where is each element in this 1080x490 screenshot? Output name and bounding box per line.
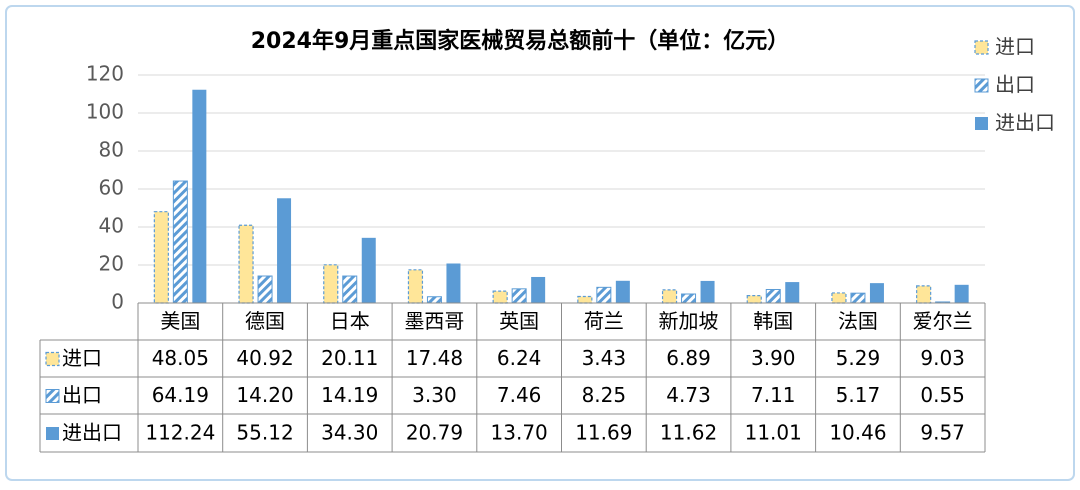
x-tick-label: 墨西哥 xyxy=(404,309,464,333)
table-swatch xyxy=(45,351,60,367)
table-cell: 6.89 xyxy=(666,346,711,370)
bar xyxy=(596,286,612,304)
table-swatch xyxy=(45,389,60,403)
bar xyxy=(426,296,442,304)
table-cell: 6.24 xyxy=(497,346,542,370)
bar xyxy=(765,288,781,304)
bar xyxy=(831,292,847,304)
table-cell: 11.62 xyxy=(660,421,717,445)
bar xyxy=(257,275,273,304)
table-cell: 0.55 xyxy=(920,383,965,407)
bar xyxy=(869,283,884,303)
table-cell: 64.19 xyxy=(152,383,209,407)
table-cell: 3.90 xyxy=(751,346,796,370)
table-swatch xyxy=(46,427,59,440)
y-tick-label: 100 xyxy=(86,100,124,124)
x-tick-label: 英国 xyxy=(499,309,539,333)
x-tick-label: 荷兰 xyxy=(584,309,624,333)
y-tick-label: 20 xyxy=(99,252,124,276)
legend-label: 进口 xyxy=(995,35,1035,59)
legend-swatch xyxy=(975,117,988,130)
y-tick-label: 80 xyxy=(99,138,124,162)
bar xyxy=(192,89,207,303)
bar xyxy=(850,292,866,304)
x-tick-label: 德国 xyxy=(245,309,285,333)
bar xyxy=(785,282,800,303)
x-tick-label: 爱尔兰 xyxy=(913,309,973,333)
chart-title: 2024年9月重点国家医械贸易总额前十（单位：亿元） xyxy=(251,28,790,54)
table-cell: 7.46 xyxy=(497,383,542,407)
y-tick-label: 60 xyxy=(99,176,124,200)
table-row-label: 进口 xyxy=(62,346,102,370)
legend-swatch xyxy=(974,40,989,55)
table-cell: 5.29 xyxy=(836,346,881,370)
legend-label: 进出口 xyxy=(995,111,1055,135)
bar xyxy=(361,237,376,303)
y-tick-label: 120 xyxy=(86,62,124,86)
x-tick-label: 韩国 xyxy=(753,309,793,333)
table-cell: 5.17 xyxy=(836,383,881,407)
x-tick-label: 法国 xyxy=(838,309,878,333)
bar xyxy=(446,263,461,303)
bar xyxy=(531,276,546,303)
bar xyxy=(746,294,762,304)
bar xyxy=(615,280,630,303)
bar xyxy=(323,264,339,304)
table-cell: 112.24 xyxy=(145,421,215,445)
table-cell: 20.79 xyxy=(406,421,463,445)
y-tick-label: 0 xyxy=(111,290,124,314)
y-tick-label: 40 xyxy=(99,214,124,238)
table-cell: 8.25 xyxy=(582,383,627,407)
table-cell: 48.05 xyxy=(152,346,209,370)
table-cell: 20.11 xyxy=(321,346,378,370)
legend-swatch xyxy=(974,78,989,93)
table-cell: 3.43 xyxy=(582,346,627,370)
bar xyxy=(681,293,697,304)
x-tick-label: 美国 xyxy=(160,309,200,333)
bar xyxy=(700,280,715,303)
bar xyxy=(954,284,969,303)
bar xyxy=(342,275,358,304)
bar xyxy=(153,211,169,304)
table-cell: 10.46 xyxy=(829,421,886,445)
bar xyxy=(172,180,188,304)
bar xyxy=(407,269,424,304)
table-cell: 7.11 xyxy=(751,383,796,407)
bar xyxy=(277,198,292,303)
table-cell: 13.70 xyxy=(491,421,548,445)
bar xyxy=(661,289,678,304)
bar xyxy=(238,224,254,304)
table-cell: 14.20 xyxy=(236,383,293,407)
bar xyxy=(916,285,932,304)
table-cell: 17.48 xyxy=(406,346,463,370)
x-tick-label: 日本 xyxy=(330,309,370,333)
table-cell: 11.69 xyxy=(575,421,632,445)
bar xyxy=(577,295,593,304)
table-cell: 9.57 xyxy=(920,421,965,445)
legend-label: 出口 xyxy=(995,73,1035,97)
x-tick-label: 新加坡 xyxy=(659,309,719,333)
table-cell: 34.30 xyxy=(321,421,378,445)
table-cell: 11.01 xyxy=(745,421,802,445)
table-cell: 55.12 xyxy=(236,421,293,445)
table-row-label: 进出口 xyxy=(62,421,122,445)
frame xyxy=(5,5,1075,481)
table-cell: 3.30 xyxy=(412,383,457,407)
table-cell: 40.92 xyxy=(236,346,293,370)
table-cell: 9.03 xyxy=(920,346,965,370)
table-cell: 14.19 xyxy=(321,383,378,407)
table-cell: 4.73 xyxy=(666,383,711,407)
bar xyxy=(511,288,527,304)
bar xyxy=(492,290,508,304)
table-row-label: 出口 xyxy=(62,383,102,407)
